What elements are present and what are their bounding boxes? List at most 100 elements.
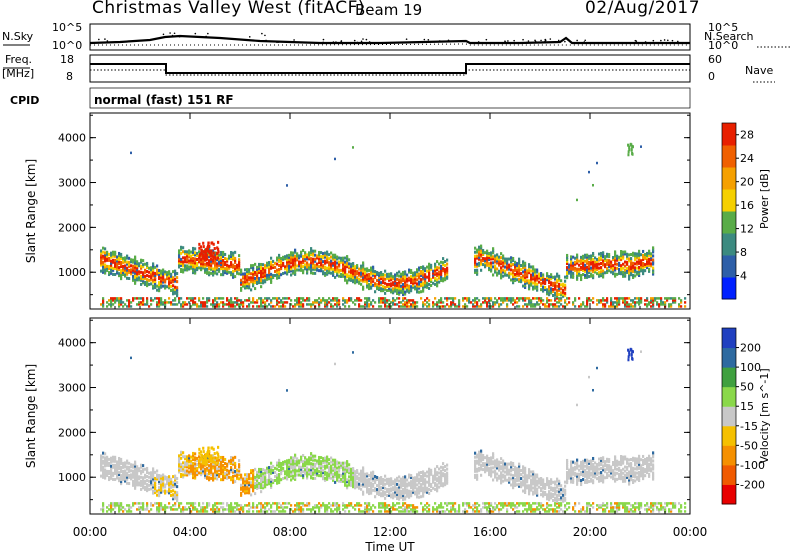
- velocity-cell: [270, 485, 273, 489]
- velocity-cell: [314, 462, 317, 466]
- power-cell: [256, 265, 259, 269]
- velocity-cell: [248, 481, 251, 485]
- power-cell: [627, 143, 630, 147]
- velocity-cell: [332, 462, 335, 466]
- velocity-cell: [310, 462, 313, 466]
- velocity-cell: [208, 464, 211, 468]
- power-cell: [490, 297, 493, 300]
- velocity-cell: [340, 477, 343, 481]
- power-cell: [226, 299, 229, 302]
- power-cell: [134, 271, 137, 275]
- velocity-cell: [222, 472, 225, 476]
- power-cell: [188, 251, 191, 255]
- power-cell: [562, 288, 565, 292]
- velocity-cell: [244, 479, 247, 483]
- velocity-cell: [116, 460, 119, 464]
- power-cell: [512, 303, 515, 306]
- power-cell: [312, 301, 315, 304]
- velocity-cell: [236, 508, 239, 511]
- power-cell: [582, 266, 585, 270]
- power-cell: [372, 271, 375, 275]
- power-cell: [102, 305, 105, 308]
- velocity-cell: [134, 472, 137, 476]
- power-cell: [398, 292, 401, 296]
- velocity-cell: [134, 460, 137, 464]
- velocity-cell: [260, 490, 263, 494]
- power-cell: [334, 263, 337, 267]
- power-cell: [578, 271, 581, 275]
- velocity-cell: [160, 478, 163, 482]
- velocity-cell: [370, 485, 373, 489]
- power-cell: [526, 275, 529, 279]
- power-cell: [342, 303, 345, 306]
- velocity-cell: [142, 484, 145, 488]
- power-cell: [630, 147, 633, 151]
- power-cell: [532, 275, 535, 279]
- power-cell: [650, 258, 653, 262]
- velocity-cell: [118, 502, 121, 505]
- power-cell: [546, 305, 549, 308]
- power-cell: [116, 263, 119, 267]
- power-cell: [370, 276, 373, 280]
- power-cell: [332, 305, 335, 308]
- power-cell: [496, 257, 499, 261]
- velocity-cell: [186, 465, 189, 469]
- power-cell: [440, 268, 443, 272]
- power-cell: [564, 293, 567, 297]
- velocity-cell: [106, 463, 109, 467]
- velocity-cell: [374, 487, 377, 491]
- power-cell: [530, 275, 533, 279]
- power-cell: [126, 276, 129, 280]
- velocity-cell: [366, 474, 369, 478]
- power-cell: [314, 299, 317, 302]
- power-cell: [306, 267, 309, 271]
- velocity-cell: [366, 504, 369, 507]
- power-cell: [422, 287, 425, 291]
- power-cell: [290, 303, 293, 306]
- velocity-cell: [280, 472, 283, 476]
- power-cell: [362, 275, 365, 279]
- power-cell: [266, 299, 269, 302]
- noise-point: [507, 40, 509, 42]
- power-cell: [498, 259, 501, 263]
- power-cell: [100, 269, 103, 273]
- power-cell: [634, 254, 637, 258]
- power-cell: [514, 274, 517, 278]
- power-cell: [316, 266, 319, 270]
- velocity-cell: [350, 475, 353, 479]
- power-cell: [190, 305, 193, 308]
- velocity-cell: [244, 473, 247, 477]
- velocity-cell: [408, 506, 411, 509]
- velocity-cell: [138, 508, 141, 511]
- velocity-cell: [214, 470, 217, 474]
- power-cell: [366, 269, 369, 273]
- velocity-cell: [310, 458, 313, 462]
- velocity-cell: [404, 483, 407, 487]
- velocity-cell: [280, 470, 283, 474]
- power-cell: [382, 279, 385, 283]
- velocity-cell: [412, 480, 415, 484]
- power-cell: [412, 305, 415, 308]
- power-cell: [306, 265, 309, 269]
- velocity-cell: [280, 464, 283, 468]
- velocity-cell: [278, 479, 281, 483]
- power-cell: [188, 253, 191, 257]
- power-cell: [368, 303, 371, 306]
- velocity-cell: [336, 476, 339, 480]
- power-cell: [576, 271, 579, 275]
- power-cell: [162, 274, 165, 278]
- velocity-cell: [326, 457, 329, 461]
- power-cell: [480, 305, 483, 308]
- power-cell: [440, 276, 443, 280]
- power-cell: [212, 257, 215, 261]
- power-cell: [512, 275, 515, 279]
- power-cell: [210, 271, 213, 275]
- velocity-cell: [212, 504, 215, 507]
- power-cell: [474, 297, 477, 300]
- power-cell: [498, 261, 501, 265]
- power-cell: [528, 265, 531, 269]
- velocity-cell: [110, 506, 113, 509]
- power-cell: [388, 286, 391, 290]
- power-cell: [172, 280, 175, 284]
- velocity-cell: [212, 510, 215, 513]
